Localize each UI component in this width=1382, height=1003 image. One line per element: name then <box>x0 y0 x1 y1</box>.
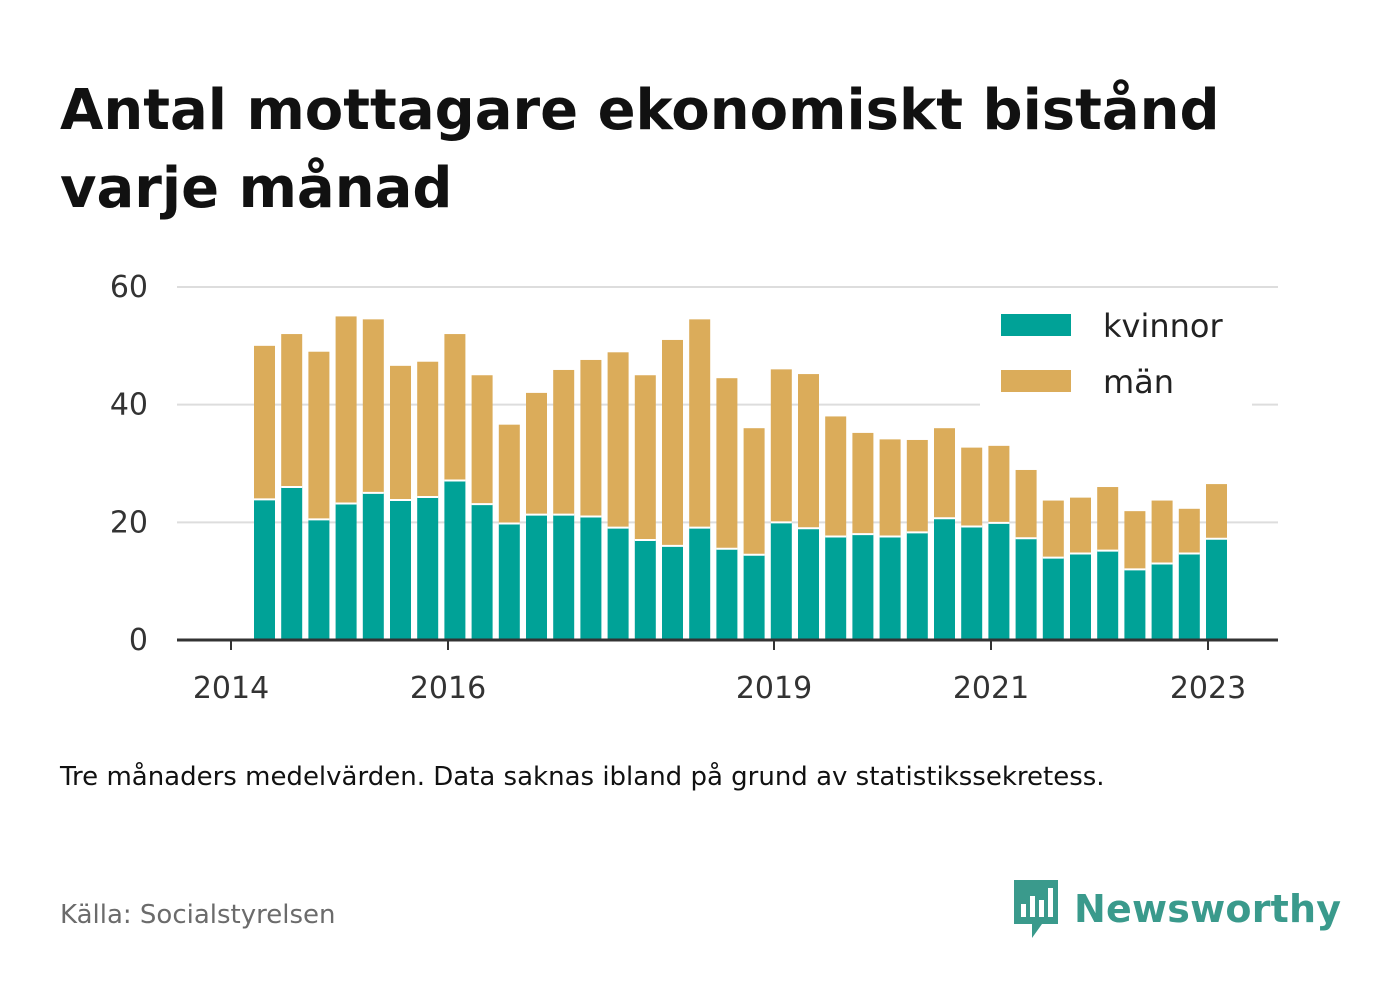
bar-man <box>798 374 819 529</box>
bar-kvinnor <box>281 487 303 640</box>
bar-kvinnor <box>716 548 738 640</box>
bar-kvinnor <box>634 539 656 640</box>
bar-man <box>1178 508 1200 554</box>
bar-kvinnor <box>254 499 275 640</box>
bar-kvinnor <box>961 526 983 640</box>
bar-kvinnor <box>770 522 792 640</box>
bar-man <box>526 392 547 515</box>
bar-kvinnor <box>444 480 466 640</box>
bar-man <box>471 375 493 505</box>
bar-man <box>825 416 847 537</box>
bar-kvinnor <box>1070 553 1091 640</box>
chart-note: Tre månaders medelvärden. Data saknas ib… <box>60 762 1105 792</box>
bar-man <box>444 334 466 481</box>
bar-man <box>498 424 520 524</box>
bar-man <box>1124 511 1146 570</box>
bar-kvinnor <box>852 534 874 640</box>
bar-kvinnor <box>580 516 602 640</box>
bar-man <box>716 378 738 549</box>
bar-man <box>852 432 874 535</box>
newsworthy-brand[interactable]: Newsworthy <box>1012 878 1341 940</box>
bar-kvinnor <box>553 514 575 640</box>
bar-kvinnor <box>471 504 493 640</box>
bar-kvinnor <box>825 536 847 640</box>
bar-man <box>1015 469 1037 539</box>
bar-man <box>362 319 384 493</box>
bar-kvinnor <box>689 527 711 640</box>
bar-man <box>743 428 765 555</box>
bar-kvinnor <box>607 527 629 640</box>
bar-kvinnor <box>390 499 411 640</box>
bar-man <box>934 428 955 519</box>
bar-kvinnor <box>417 497 439 640</box>
bar-kvinnor <box>743 554 765 640</box>
bar-man <box>417 361 439 498</box>
bar-man <box>281 334 303 488</box>
bar-kvinnor <box>362 492 384 640</box>
bar-kvinnor <box>906 532 928 640</box>
bar-kvinnor <box>1206 538 1227 640</box>
bar-man <box>1151 500 1173 564</box>
y-tick-label: 40 <box>110 388 148 423</box>
bar-kvinnor <box>879 536 901 640</box>
bar-man <box>1206 484 1227 539</box>
y-tick-label: 20 <box>110 505 148 540</box>
bar-man <box>988 445 1010 523</box>
chart-title: Antal mottagare ekonomiskt bistånd varje… <box>60 78 1220 221</box>
bar-kvinnor <box>662 545 683 640</box>
bar-man <box>1042 500 1064 558</box>
bar-man <box>662 339 683 546</box>
x-tick-label: 2023 <box>1170 671 1246 706</box>
bar-kvinnor <box>1124 569 1146 640</box>
bar-kvinnor <box>335 503 357 640</box>
bar-kvinnor <box>1097 550 1119 640</box>
bar-man <box>689 319 711 528</box>
bar-kvinnor <box>1042 557 1064 640</box>
bar-kvinnor <box>526 514 547 640</box>
x-tick-label: 2019 <box>736 671 812 706</box>
y-tick-label: 60 <box>110 270 148 305</box>
bar-man <box>254 345 275 500</box>
bar-kvinnor <box>498 523 520 640</box>
bar-kvinnor <box>1151 563 1173 640</box>
bar-kvinnor <box>1178 553 1200 640</box>
bar-man <box>390 365 411 500</box>
source-label: Källa: Socialstyrelsen <box>60 900 336 930</box>
legend-swatch <box>1001 314 1071 336</box>
bar-man <box>1097 487 1119 551</box>
bar-man <box>961 447 983 527</box>
bar-man <box>580 359 602 517</box>
legend-label: män <box>1103 363 1174 401</box>
bar-kvinnor <box>308 519 330 640</box>
bar-kvinnor <box>798 528 819 640</box>
bar-kvinnor <box>934 518 955 640</box>
bar-man <box>634 375 656 540</box>
y-tick-label: 0 <box>129 623 148 658</box>
legend-label: kvinnor <box>1103 307 1224 345</box>
bar-man <box>879 439 901 537</box>
bar-kvinnor <box>1015 538 1037 640</box>
bar-kvinnor <box>988 522 1010 640</box>
bar-man <box>335 316 357 504</box>
bar-man <box>553 369 575 515</box>
bar-man <box>308 351 330 520</box>
bar-man <box>906 439 928 533</box>
x-tick-label: 2016 <box>410 671 486 706</box>
brand-name: Newsworthy <box>1074 887 1342 931</box>
x-tick-label: 2021 <box>953 671 1029 706</box>
newsworthy-logo-icon <box>1014 880 1058 938</box>
bar-man <box>1070 497 1091 554</box>
x-tick-label: 2014 <box>193 671 269 706</box>
legend-swatch <box>1001 370 1071 392</box>
bar-man <box>770 369 792 523</box>
bar-man <box>607 352 629 528</box>
